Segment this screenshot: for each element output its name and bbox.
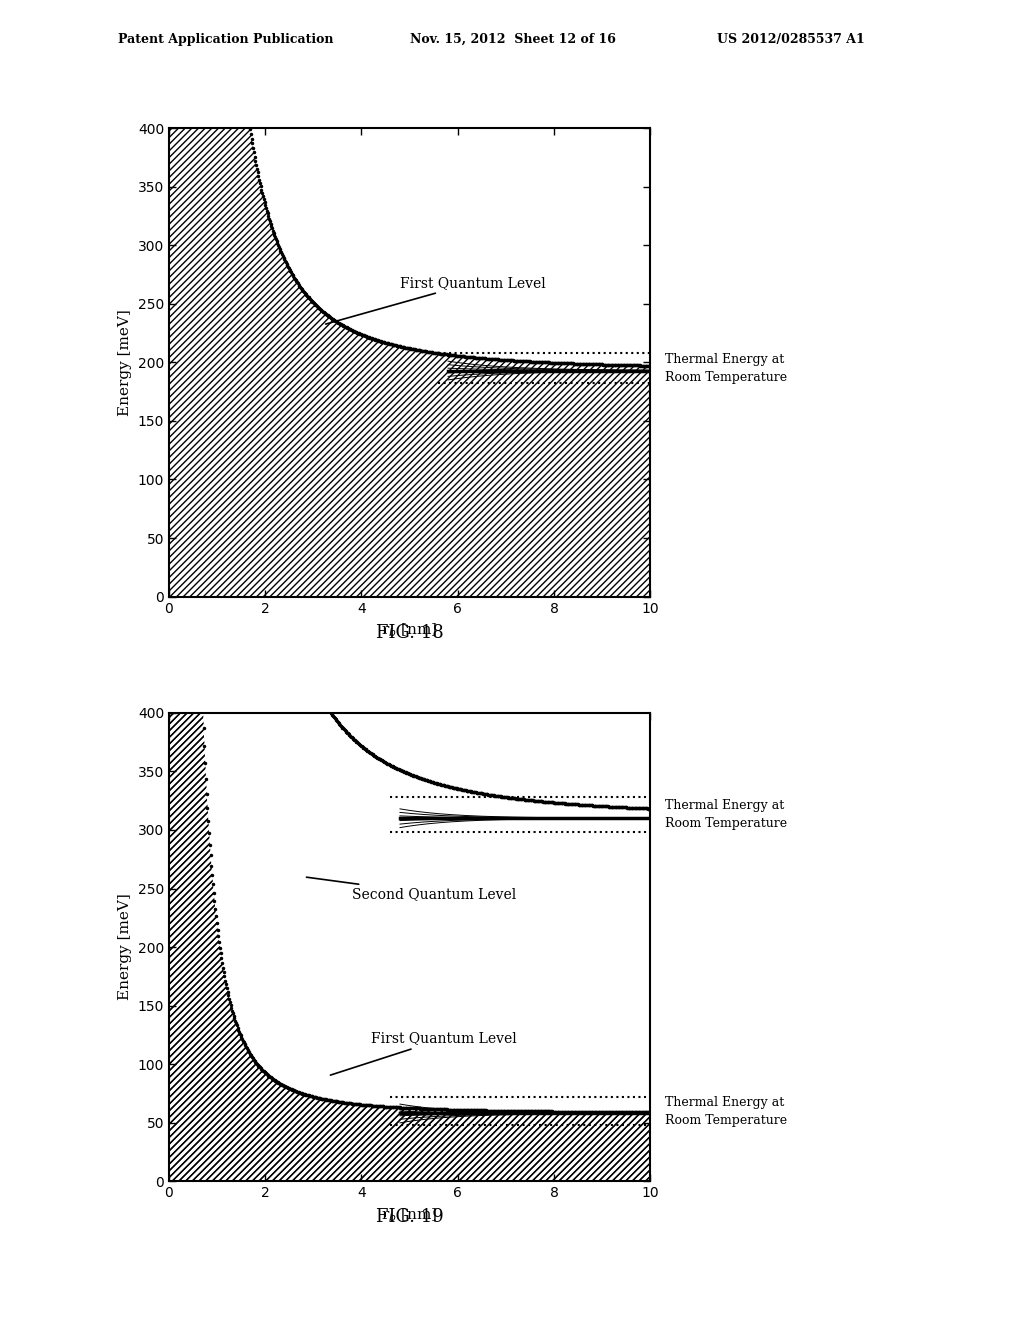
- Text: FIG. 19: FIG. 19: [376, 1208, 443, 1226]
- Text: US 2012/0285537 A1: US 2012/0285537 A1: [717, 33, 864, 46]
- X-axis label: r$_{b}$ [nm]: r$_{b}$ [nm]: [381, 1205, 438, 1224]
- Text: Nov. 15, 2012  Sheet 12 of 16: Nov. 15, 2012 Sheet 12 of 16: [410, 33, 615, 46]
- Y-axis label: Energy [meV]: Energy [meV]: [118, 309, 132, 416]
- X-axis label: r$_{b}$ [nm]: r$_{b}$ [nm]: [381, 620, 438, 639]
- Text: Thermal Energy at
Room Temperature: Thermal Energy at Room Temperature: [665, 1096, 786, 1126]
- Text: Second Quantum Level: Second Quantum Level: [306, 878, 516, 902]
- Text: Patent Application Publication: Patent Application Publication: [118, 33, 333, 46]
- Y-axis label: Energy [meV]: Energy [meV]: [118, 894, 132, 1001]
- Text: FIG. 18: FIG. 18: [376, 624, 443, 643]
- Text: First Quantum Level: First Quantum Level: [331, 1031, 517, 1074]
- Text: Thermal Energy at
Room Temperature: Thermal Energy at Room Temperature: [665, 352, 786, 384]
- Text: Thermal Energy at
Room Temperature: Thermal Energy at Room Temperature: [665, 799, 786, 830]
- Text: First Quantum Level: First Quantum Level: [326, 276, 546, 325]
